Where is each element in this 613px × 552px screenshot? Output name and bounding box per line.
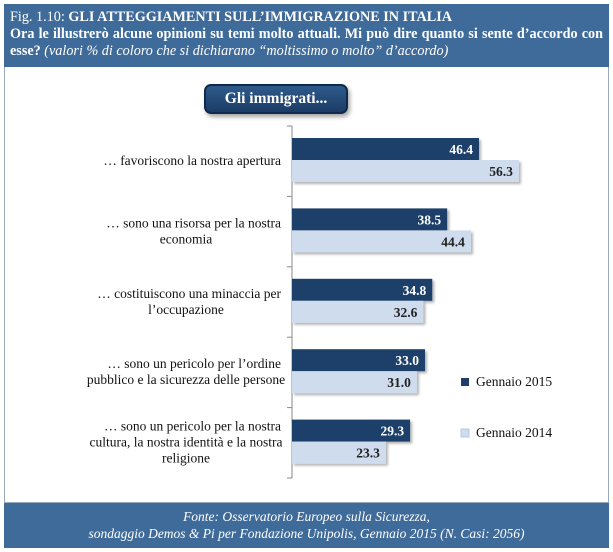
source-line-2: sondaggio Demos & Pi per Fondazione Unip… bbox=[88, 526, 525, 541]
source-footer: Fonte: Osservatorio Europeo sulla Sicure… bbox=[4, 503, 609, 548]
value-label-2015: 34.8 bbox=[403, 283, 427, 298]
category-label: … favoriscono la nostra apertura bbox=[103, 153, 281, 168]
figure-number: Fig. 1.10: bbox=[10, 9, 65, 25]
category-label: … sono un pericolo per la nostra cultura,… bbox=[89, 419, 282, 466]
bar-2015 bbox=[292, 419, 411, 442]
survey-question: Ora le illustrerò alcune opinioni su tem… bbox=[10, 26, 603, 59]
bar-2014 bbox=[292, 300, 424, 323]
figure-title: GLI ATTEGGIAMENTI SULL’IMMIGRAZIONE IN I… bbox=[68, 9, 453, 25]
bar-2015 bbox=[292, 349, 425, 372]
value-label-2015: 33.0 bbox=[395, 353, 419, 368]
bar-2014 bbox=[292, 441, 386, 464]
category-label: … costituiscono una minaccia per l’occupa… bbox=[97, 286, 281, 317]
header-title-line: Fig. 1.10: GLI ATTEGGIAMENTI SULL’IMMIGR… bbox=[10, 9, 603, 26]
category-label: … sono una risorsa per la nostra economia bbox=[106, 215, 281, 246]
bar-2014 bbox=[292, 230, 471, 253]
value-label-2015: 29.3 bbox=[380, 424, 404, 439]
survey-note: (valori % di coloro che si dichiarano “m… bbox=[44, 43, 449, 59]
value-label-2014: 23.3 bbox=[356, 446, 380, 461]
bar-2015 bbox=[292, 208, 448, 231]
bar-2015 bbox=[292, 278, 433, 301]
value-label-2015: 38.5 bbox=[418, 212, 442, 227]
bar-2014 bbox=[292, 160, 519, 182]
header-question-block: Ora le illustrerò alcune opinioni su tem… bbox=[10, 26, 603, 60]
value-label-2015: 46.4 bbox=[449, 142, 473, 157]
figure-header: Fig. 1.10: GLI ATTEGGIAMENTI SULL’IMMIGR… bbox=[4, 4, 609, 67]
section-pill: Gli immigrati... bbox=[204, 84, 348, 114]
bar-2014 bbox=[292, 371, 417, 394]
source-line-1: Fonte: Osservatorio Europeo sulla Sicure… bbox=[183, 509, 430, 524]
value-label-2014: 32.6 bbox=[394, 305, 418, 320]
category-label: … sono un pericolo per l’ordine pubblico … bbox=[87, 356, 285, 387]
bar-2015 bbox=[292, 138, 479, 160]
value-label-2014: 31.0 bbox=[387, 375, 411, 390]
legend-swatch-2015 bbox=[461, 378, 469, 386]
value-label-2014: 56.3 bbox=[489, 164, 513, 179]
legend-label-2015: Gennaio 2015 bbox=[476, 374, 552, 389]
legend-label-2014: Gennaio 2014 bbox=[476, 425, 552, 440]
legend-swatch-2014 bbox=[460, 428, 470, 438]
value-label-2014: 44.4 bbox=[441, 234, 465, 249]
